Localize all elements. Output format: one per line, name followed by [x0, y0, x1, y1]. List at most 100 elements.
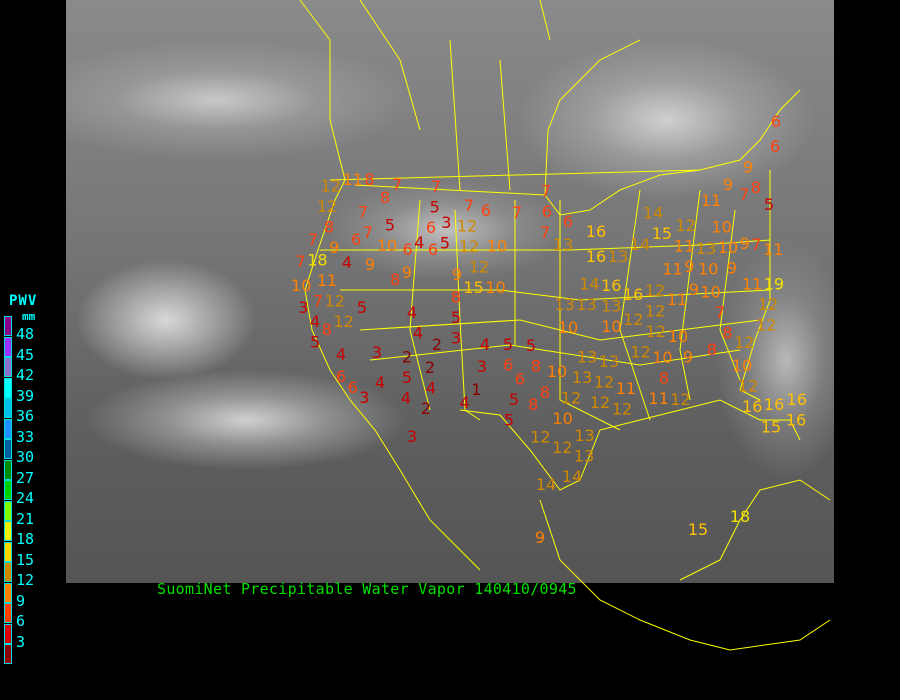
legend-tick: 33 — [16, 427, 35, 446]
station-value: 9 — [689, 280, 699, 299]
station-value: 9 — [452, 265, 462, 284]
station-value: 12 — [590, 393, 610, 412]
station-value: 13 — [554, 295, 574, 314]
border-line — [449, 39, 461, 191]
legend-tick: 18 — [16, 530, 35, 548]
station-value: 9 — [365, 255, 375, 274]
station-value: 13 — [574, 426, 594, 445]
border-line — [679, 479, 831, 581]
station-value: 14 — [643, 203, 663, 222]
border-line — [559, 200, 621, 431]
station-value: 11 — [742, 274, 762, 293]
station-value: 3 — [407, 427, 417, 446]
station-value: 10 — [377, 236, 397, 255]
station-value: 7 — [296, 252, 306, 271]
station-value: 3 — [441, 213, 451, 232]
station-value: 5 — [451, 308, 461, 327]
station-value: 10 — [547, 362, 567, 381]
station-value: 13 — [696, 239, 716, 258]
station-value: 8 — [380, 188, 390, 207]
station-value: 10 — [485, 278, 505, 297]
station-value: 2 — [402, 348, 412, 367]
border-line — [499, 59, 511, 191]
station-value: 2 — [425, 358, 435, 377]
station-value: 3 — [477, 357, 487, 376]
station-value: 10 — [668, 327, 688, 346]
station-value: 5 — [509, 390, 519, 409]
station-value: 7 — [363, 223, 373, 242]
station-value: 7 — [715, 303, 725, 322]
station-value: 10 — [487, 237, 507, 256]
station-value: 10 — [552, 409, 572, 428]
border-line — [539, 0, 551, 41]
station-value: 6 — [770, 137, 780, 156]
border-line — [369, 344, 741, 366]
legend-tick: 42 — [16, 366, 35, 384]
station-value: 15 — [652, 224, 672, 243]
station-value: 6 — [348, 378, 358, 397]
station-value: 9 — [329, 238, 339, 257]
caption: SuomiNet Precipitable Water Vapor 140410… — [157, 580, 577, 598]
legend-swatch — [4, 541, 12, 562]
station-value: 8 — [364, 170, 374, 189]
station-value: 6 — [503, 355, 513, 374]
station-value: 12 — [561, 389, 581, 408]
station-value: 7 — [464, 196, 474, 215]
station-value: 11 — [343, 170, 363, 189]
station-value: 10 — [291, 276, 311, 295]
station-value: 9 — [743, 157, 753, 176]
station-value: 10 — [718, 238, 738, 257]
legend-swatch — [4, 500, 12, 521]
station-value: 6 — [428, 240, 438, 259]
station-value: 19 — [764, 275, 784, 294]
station-value: 14 — [536, 475, 556, 494]
legend-swatch — [4, 644, 12, 664]
station-value: 3 — [298, 298, 308, 317]
station-value: 7 — [541, 181, 551, 200]
legend-swatch — [4, 316, 12, 336]
legend-tick: 6 — [16, 612, 26, 630]
border-line — [320, 239, 771, 251]
station-value: 12 — [317, 197, 337, 216]
station-value: 5 — [402, 368, 412, 387]
station-value: 6 — [515, 370, 525, 389]
border-line — [619, 189, 651, 421]
station-value: 7 — [431, 177, 441, 196]
station-value: 16 — [764, 395, 784, 414]
station-value: 7 — [313, 291, 323, 310]
border-line — [544, 39, 641, 196]
station-value: 7 — [392, 175, 402, 194]
border-line — [454, 209, 481, 421]
station-value: 15 — [688, 520, 708, 539]
station-value: 12 — [738, 377, 758, 396]
station-value: 16 — [623, 285, 643, 304]
legend-unit: mm — [22, 310, 36, 323]
station-value: 4 — [426, 378, 436, 397]
station-value: 12 — [594, 372, 614, 391]
station-value: 11 — [648, 389, 668, 408]
legend-tick: 48 — [16, 325, 35, 343]
station-value: 7 — [358, 202, 368, 221]
station-value: 8 — [540, 383, 550, 402]
legend-tick: 9 — [16, 591, 26, 610]
station-value: 6 — [542, 202, 552, 221]
station-value: 13 — [574, 447, 594, 466]
station-value: 13 — [599, 352, 619, 371]
legend-swatch — [4, 480, 12, 500]
station-value: 5 — [526, 336, 536, 355]
station-value: 12 — [646, 322, 666, 341]
border-line — [409, 199, 431, 411]
station-value: 18 — [307, 250, 327, 269]
station-value: 12 — [734, 333, 754, 352]
station-value: 9 — [402, 263, 412, 282]
station-value: 10 — [558, 318, 578, 337]
station-value: 15 — [761, 418, 781, 437]
station-value: 8 — [322, 320, 332, 339]
station-value: 11 — [662, 260, 682, 279]
station-value: 4 — [401, 389, 411, 408]
station-value: 13 — [577, 348, 597, 367]
station-value: 10 — [732, 356, 752, 375]
border-line — [329, 169, 701, 181]
station-value: 9 — [740, 234, 750, 253]
station-value: 16 — [601, 276, 621, 295]
